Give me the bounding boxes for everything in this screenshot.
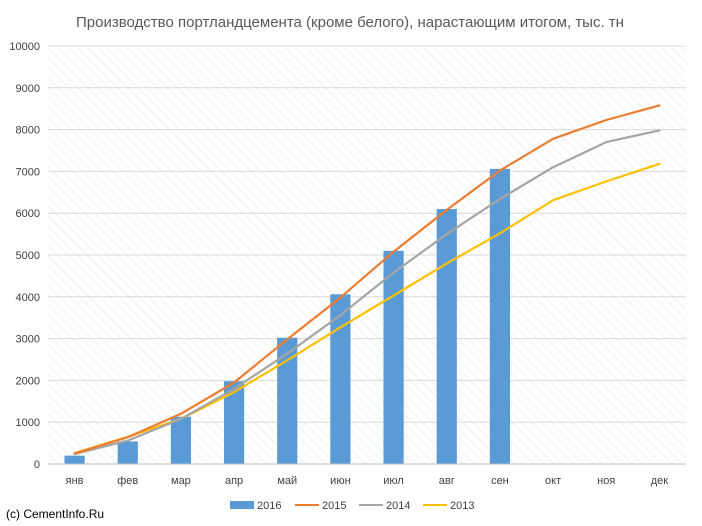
bar-2016 — [170, 416, 192, 464]
bar-2016 — [117, 441, 138, 464]
line-2014 — [73, 129, 661, 456]
y-tick-label: 2000 — [16, 375, 40, 387]
y-tick-label: 4000 — [16, 292, 40, 304]
x-tick-label: сен — [491, 475, 509, 487]
x-tick-label: янв — [66, 475, 84, 487]
bar-2016 — [489, 168, 511, 464]
x-tick-label: июн — [330, 475, 350, 487]
line-2015 — [73, 104, 661, 455]
bar-2016 — [64, 455, 85, 464]
x-tick-label: апр — [225, 475, 243, 487]
x-tick-label: дек — [651, 475, 669, 487]
y-tick-label: 6000 — [16, 208, 40, 220]
x-tick-label: мар — [171, 475, 191, 487]
y-tick-label: 9000 — [16, 83, 40, 95]
gridlines — [48, 45, 686, 423]
bar-2016 — [436, 209, 457, 464]
x-tick-label: ноя — [597, 475, 615, 487]
y-tick-label: 8000 — [16, 125, 40, 137]
y-tick-label: 7000 — [16, 166, 40, 178]
legend-label-2013: 2013 — [450, 500, 474, 512]
x-tick-label: фев — [117, 475, 138, 487]
bar-2016 — [223, 381, 245, 464]
line-series — [73, 104, 661, 456]
y-axis: 0 1000 2000 3000 4000 5000 6000 7000 8000 9000 100… — [9, 41, 40, 471]
y-tick-label: 1000 — [16, 417, 40, 429]
y-tick-label: 3000 — [16, 334, 40, 346]
bar-2016 — [330, 294, 351, 464]
x-axis: янв фев мар апр май июн июл авг сен окт ноя дек — [66, 475, 669, 487]
x-tick-label: май — [277, 475, 297, 487]
y-tick-label: 0 — [34, 459, 40, 471]
legend-label-2014: 2014 — [386, 500, 410, 512]
bar-2016 — [277, 337, 298, 464]
y-tick-label: 5000 — [16, 250, 40, 262]
y-tick-label: 10000 — [9, 41, 40, 53]
chart-title: Производство портландцемента (кроме бело… — [76, 14, 624, 31]
bar-2016 — [383, 250, 404, 464]
x-tick-label: окт — [545, 475, 561, 487]
bar-series-2016 — [64, 168, 511, 464]
legend-label-2015: 2015 — [322, 500, 346, 512]
legend: 2016 2015 2014 2013 — [230, 500, 474, 512]
legend-swatch-2016 — [230, 501, 254, 509]
source-credit: (c) CementInfo.Ru — [6, 507, 104, 521]
legend-label-2016: 2016 — [257, 500, 281, 512]
x-tick-label: авг — [439, 475, 455, 487]
x-tick-label: июл — [383, 475, 404, 487]
